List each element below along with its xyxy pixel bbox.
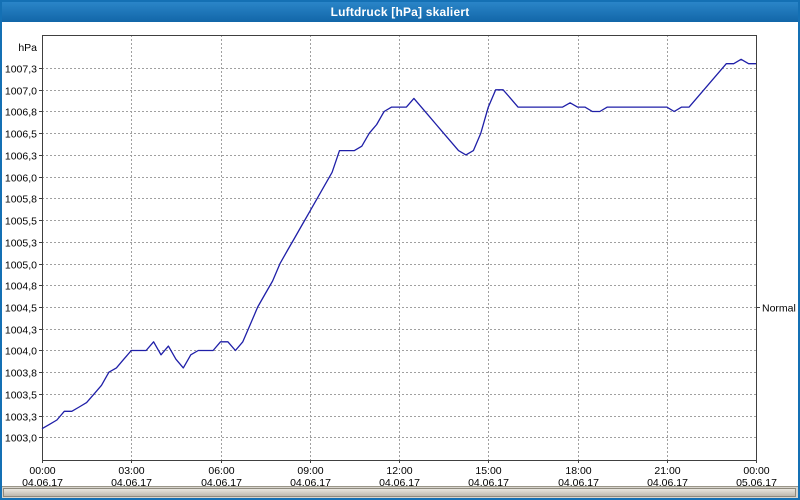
y-axis-unit-label: hPa xyxy=(18,42,37,54)
x-tick-date-label: 04.06.17 xyxy=(111,477,152,486)
y-tick-label: 1005,0 xyxy=(5,260,37,272)
y-tick-label: 1005,5 xyxy=(5,216,37,228)
x-tick-time-label: 21:00 xyxy=(654,465,680,477)
y-tick-label: 1004,0 xyxy=(5,346,37,358)
x-tick-time-label: 06:00 xyxy=(208,465,234,477)
normal-marker-label: Normal xyxy=(762,303,796,315)
y-tick-label: 1005,8 xyxy=(5,194,37,206)
y-tick-label: 1004,8 xyxy=(5,281,37,293)
x-tick-date-label: 04.06.17 xyxy=(201,477,242,486)
x-tick-date-label: 04.06.17 xyxy=(647,477,688,486)
pressure-series-line xyxy=(41,58,756,430)
x-tick-time-label: 15:00 xyxy=(475,465,501,477)
x-tick-date-label: 04.06.17 xyxy=(379,477,420,486)
x-tick-date-label: 05.06.17 xyxy=(736,477,777,486)
y-tick-label: 1003,8 xyxy=(5,368,37,380)
window-title: Luftdruck [hPa] skaliert xyxy=(330,5,470,19)
y-tick-label: 1005,3 xyxy=(5,238,37,250)
y-tick-label: 1006,8 xyxy=(5,107,37,119)
y-tick-label: 1003,3 xyxy=(5,412,37,424)
pressure-chart: 1003,0 1003,3 1003,5 1003,8 1004,0 1004,3 1004… xyxy=(5,35,796,489)
y-tick-label: 1007,3 xyxy=(5,64,37,76)
titlebar: Luftdruck [hPa] skaliert xyxy=(2,2,798,22)
x-tick-date-label: 04.06.17 xyxy=(558,477,599,486)
x-tick-time-label: 12:00 xyxy=(386,465,412,477)
y-tick-label: 1004,5 xyxy=(5,303,37,315)
y-tick-label: 1004,3 xyxy=(5,325,37,337)
y-tick-label: 1003,5 xyxy=(5,390,37,402)
plot-border xyxy=(42,35,757,461)
x-tick-time-label: 00:00 xyxy=(29,465,55,477)
chart-area: 1003,0 1003,3 1003,5 1003,8 1004,0 1004,3 1004… xyxy=(2,22,798,489)
y-tick-label: 1003,0 xyxy=(5,433,37,445)
x-tick-time-label: 09:00 xyxy=(297,465,323,477)
y-tick-label: 1006,5 xyxy=(5,129,37,141)
x-tick-date-label: 04.06.17 xyxy=(290,477,331,486)
scrollbar-thumb[interactable] xyxy=(3,488,796,497)
x-tick-time-label: 03:00 xyxy=(118,465,144,477)
y-tick-label: 1006,0 xyxy=(5,173,37,185)
x-tick-date-label: 04.06.17 xyxy=(22,477,63,486)
x-tick-date-label: 04.06.17 xyxy=(468,477,509,486)
x-tick-time-label: 18:00 xyxy=(565,465,591,477)
horizontal-scrollbar[interactable] xyxy=(2,486,798,498)
x-tick-time-label: 00:00 xyxy=(743,465,769,477)
y-tick-label: 1006,3 xyxy=(5,151,37,163)
y-tick-label: 1007,0 xyxy=(5,86,37,98)
